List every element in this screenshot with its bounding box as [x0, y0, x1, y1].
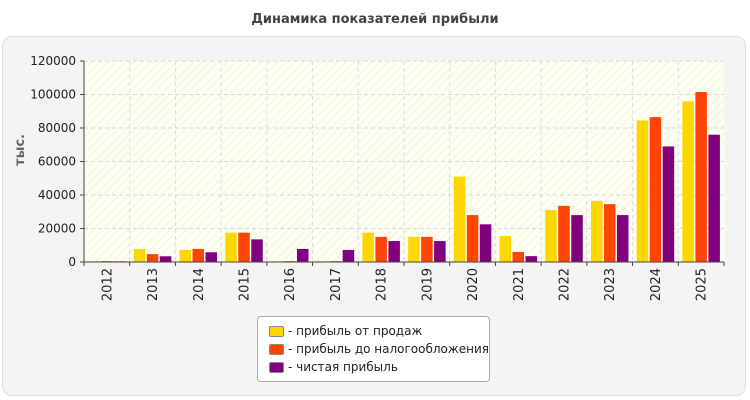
y-tick-label: 0	[68, 255, 76, 269]
bar	[421, 236, 433, 262]
bar	[590, 200, 603, 262]
bar	[362, 232, 374, 262]
bar	[225, 232, 237, 262]
bar	[512, 251, 525, 262]
bar	[192, 248, 205, 262]
bar	[571, 215, 583, 262]
y-tick-label: 100000	[30, 88, 76, 102]
x-tick-label: 2022	[558, 268, 573, 301]
x-tick-label: 2016	[283, 268, 298, 301]
x-tick-label: 2019	[420, 268, 435, 301]
bar	[205, 252, 218, 262]
x-tick-label: 2012	[100, 268, 115, 301]
bar	[649, 117, 662, 262]
bar	[408, 236, 420, 262]
x-tick-label: 2018	[375, 268, 390, 301]
bar	[695, 91, 707, 262]
bar	[525, 256, 538, 262]
y-tick-label: 20000	[38, 222, 76, 236]
bar	[434, 241, 446, 262]
bar	[146, 254, 159, 262]
bar	[479, 224, 492, 262]
y-tick-label: 60000	[38, 155, 76, 169]
legend-label: - чистая прибыль	[288, 360, 398, 374]
bar	[558, 205, 570, 262]
legend-label: - прибыль до налогообложения	[288, 342, 489, 356]
bar	[708, 134, 720, 262]
bar	[499, 236, 512, 262]
x-tick-label: 2021	[512, 268, 527, 301]
bar	[682, 101, 694, 262]
bar	[133, 248, 146, 262]
axes-group	[80, 60, 725, 266]
bar	[159, 256, 172, 262]
x-tick-label: 2020	[466, 268, 481, 301]
bar	[616, 215, 629, 262]
bar	[375, 236, 387, 262]
legend-swatch	[269, 325, 284, 337]
chart-title: Динамика показателей прибыли	[251, 12, 499, 27]
y-tick-label: 80000	[38, 121, 76, 135]
x-tick-label: 2025	[695, 268, 710, 301]
y-tick-label: 40000	[38, 188, 76, 202]
bar	[179, 249, 192, 262]
bar	[466, 215, 479, 262]
x-tick-label: 2024	[649, 268, 664, 301]
grid-lines	[84, 60, 724, 262]
bar	[342, 249, 355, 262]
legend: - прибыль от продаж - прибыль до налогоо…	[257, 316, 490, 382]
bar	[388, 241, 400, 262]
legend-item: - прибыль до налогообложения	[269, 340, 489, 358]
x-tick-label: 2014	[192, 268, 207, 301]
legend-label: - прибыль от продаж	[288, 324, 423, 338]
y-axis-label: тыс.	[13, 134, 28, 166]
x-tick-label: 2023	[603, 268, 618, 301]
bar	[636, 120, 649, 263]
bar	[545, 210, 557, 262]
y-tick-label: 120000	[30, 54, 76, 68]
bar	[238, 232, 250, 262]
bar	[453, 176, 466, 262]
x-tick-label: 2017	[329, 268, 344, 301]
x-tick-label: 2015	[238, 268, 253, 301]
y-tick-labels: 0 20000 40000 60000 80000 100000 120000	[30, 54, 76, 269]
legend-swatch	[269, 343, 284, 355]
bar	[662, 146, 675, 262]
legend-swatch	[269, 361, 284, 373]
bar	[251, 239, 263, 262]
x-tick-label: 2013	[146, 268, 161, 301]
legend-item: - чистая прибыль	[269, 358, 489, 376]
x-tick-labels: 2012 2013 2014 2015 2016 2017 2018 2019 2020 2021…	[100, 268, 709, 301]
bar	[603, 204, 616, 262]
legend-item: - прибыль от продаж	[269, 322, 489, 340]
bar	[296, 248, 309, 262]
